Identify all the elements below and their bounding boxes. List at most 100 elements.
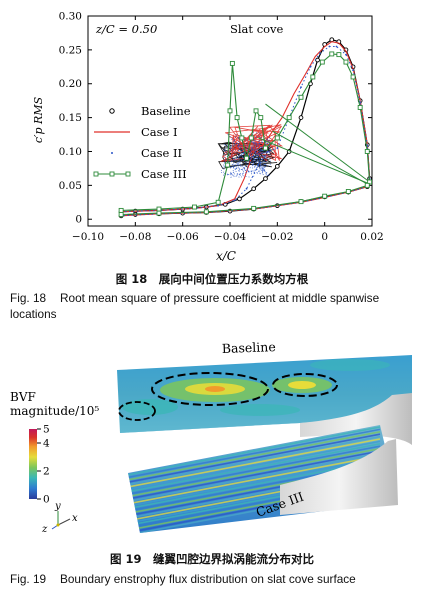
figure19-caption-en: Fig. 19 Boundary enstrophy flux distribut… — [10, 571, 418, 587]
y-tick-label: 0.25 — [59, 44, 82, 56]
surface-stripe — [128, 447, 381, 498]
marker-circle — [263, 176, 268, 181]
marker-square — [343, 59, 349, 65]
legend-item-case-iii: Case III — [93, 167, 187, 181]
marker-dot — [245, 187, 248, 190]
marker-square — [234, 115, 240, 121]
marker-square — [229, 60, 235, 66]
marker-square — [258, 115, 264, 121]
marker-square — [192, 204, 197, 210]
marker-dot — [257, 164, 260, 166]
x-axis-label: x/C — [216, 249, 236, 263]
marker-square — [225, 162, 231, 168]
surface-stripe — [128, 450, 381, 500]
surface-stripe — [128, 433, 381, 483]
marker-square — [298, 199, 304, 205]
marker-square — [227, 108, 233, 114]
figure19-caption-text: Boundary enstrophy flux distribution on … — [60, 572, 356, 586]
colorbar-tick-label: 4 — [43, 438, 50, 450]
annotation-zc: z/C = 0.50 — [95, 22, 157, 36]
marker-circle — [315, 57, 320, 63]
marker-square — [336, 52, 342, 58]
y-tick-label: 0 — [75, 214, 82, 226]
y-axis-label: c′p RMS — [32, 96, 45, 143]
colorbar: BVF magnitude/10⁵ 5 4 2 0 — [10, 390, 99, 506]
marker-circle — [298, 115, 304, 120]
marker-square — [248, 135, 254, 141]
series-chord — [258, 137, 370, 185]
marker-square — [251, 205, 257, 211]
series-line — [121, 41, 371, 217]
marker-square — [118, 207, 124, 213]
marker-dot — [345, 53, 347, 56]
series-chord — [265, 103, 370, 183]
x-tick-label: 0 — [321, 231, 328, 243]
x-tick-label: −0.02 — [261, 231, 293, 243]
y-tick-label: 0.15 — [59, 112, 82, 124]
figure18-caption-text: Root mean square of pressure coefficient… — [10, 291, 380, 321]
marker-square — [345, 189, 351, 194]
marker-square — [298, 94, 304, 100]
surface-stripe — [128, 440, 381, 491]
colorbar-tick-label: 2 — [43, 466, 50, 478]
series-line — [121, 53, 371, 216]
marker-square — [322, 193, 328, 199]
x-tick-label: −0.06 — [167, 231, 199, 243]
surface-stripe — [128, 426, 381, 476]
marker-dot — [352, 69, 354, 72]
figure18-caption-en: Fig. 18 Root mean square of pressure coef… — [10, 290, 418, 322]
vortex-region-2 — [272, 373, 338, 397]
marker-square — [364, 182, 370, 188]
colorbar-title-1: BVF — [10, 390, 36, 404]
figure19-caption-label: Fig. 19 — [10, 572, 47, 586]
rms-pressure-chart: −0.10 −0.08 −0.06 −0.04 −0.02 0 0.02 0 0.05 0.10 0… — [32, 11, 384, 264]
marker-square — [286, 115, 292, 121]
marker-square — [156, 206, 162, 212]
marker-square — [244, 155, 250, 161]
marker-square — [329, 51, 335, 57]
figure18-caption-label: Fig. 18 — [10, 291, 47, 305]
enstrophy-flux-figure: Baseline Case III BVF magnitude/10⁵ 5 4 2 0… — [10, 339, 412, 535]
x-tick-label: −0.08 — [119, 231, 151, 243]
vortex-region-3 — [118, 401, 156, 421]
series-chord — [272, 130, 370, 186]
annotation-slat-cove: Slat cove — [230, 22, 284, 36]
marker-dot — [335, 45, 338, 48]
y-tick-label: 0.05 — [59, 180, 82, 192]
marker-circle — [237, 196, 242, 202]
colorbar-title-2: magnitude/10⁵ — [10, 404, 99, 418]
axes-triad-icon: x y z — [41, 501, 78, 535]
marker-square — [310, 74, 316, 80]
marker-circle — [329, 37, 335, 43]
colorbar-gradient — [29, 429, 37, 499]
x-tick-label: −0.10 — [72, 231, 104, 243]
marker-square — [215, 199, 221, 205]
figure19-caption-zh: 图 19 缝翼凹腔边界拟涡能流分布对比 — [109, 552, 314, 566]
axis-x-label: x — [72, 513, 78, 524]
colorbar-tick-label: 5 — [43, 424, 50, 436]
marker-circle — [274, 164, 280, 169]
legend-marker — [109, 108, 115, 114]
marker-dot — [266, 150, 269, 153]
legend-label: Baseline — [141, 104, 191, 118]
legend-item-baseline: Baseline — [109, 104, 191, 118]
marker-square — [253, 108, 259, 114]
axis-z-label: z — [41, 524, 48, 535]
marker-dot — [300, 86, 302, 89]
surface-stripe — [128, 455, 381, 505]
marker-square — [239, 135, 245, 141]
x-tick-label: −0.04 — [214, 231, 246, 243]
colorbar-tick-label: 0 — [43, 494, 50, 506]
figure18-caption-zh: 图 18 展向中间位置压力系数均方根 — [115, 272, 309, 286]
surface-stripe — [128, 431, 381, 481]
y-tick-label: 0.30 — [59, 11, 82, 23]
marker-square — [118, 212, 124, 217]
marker-dot — [276, 147, 279, 149]
x-tick-label: 0.02 — [360, 231, 383, 243]
legend-label: Case II — [141, 146, 182, 160]
case3-surface: Case III — [128, 425, 398, 533]
surface-stripe — [128, 435, 381, 486]
series-scatter — [220, 132, 272, 179]
marker-circle — [251, 186, 257, 192]
legend-item-case-ii: Case II — [111, 146, 182, 160]
